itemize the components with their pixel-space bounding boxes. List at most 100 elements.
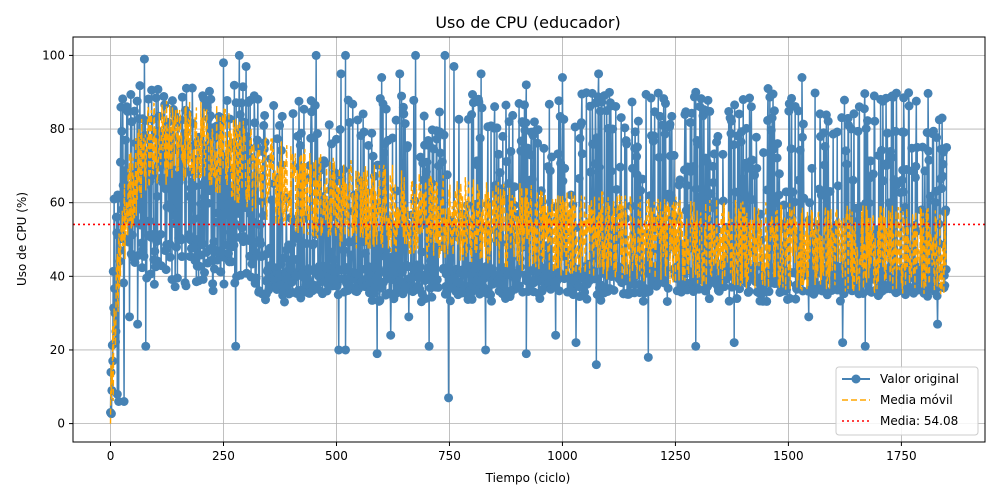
data-point	[476, 69, 486, 79]
data-point	[810, 88, 820, 98]
data-point	[825, 186, 835, 196]
data-point	[923, 88, 933, 98]
data-point	[494, 149, 504, 159]
data-point	[112, 389, 122, 399]
x-tick-label: 1750	[886, 449, 917, 463]
data-point	[582, 294, 592, 304]
data-point	[291, 255, 301, 265]
data-point	[746, 102, 756, 112]
data-point	[870, 116, 880, 126]
data-point	[506, 146, 516, 156]
data-point	[426, 256, 436, 266]
data-point	[119, 397, 129, 406]
data-point	[887, 152, 897, 162]
data-point	[594, 69, 604, 79]
data-point	[223, 248, 233, 258]
data-point	[853, 126, 863, 136]
data-point	[592, 133, 602, 143]
data-point	[797, 132, 807, 142]
data-point	[630, 127, 640, 137]
data-point	[177, 92, 187, 102]
y-tick-label: 100	[42, 48, 65, 62]
data-point	[703, 95, 713, 105]
data-point	[663, 283, 673, 293]
data-point	[660, 98, 670, 108]
data-point	[508, 110, 518, 120]
data-point	[124, 312, 134, 322]
data-point	[769, 106, 779, 116]
data-point	[347, 237, 357, 247]
data-point	[637, 174, 647, 184]
data-point	[860, 341, 870, 351]
legend-label-mean: Media: 54.08	[880, 414, 958, 428]
data-point	[231, 341, 241, 351]
data-point	[368, 151, 378, 161]
data-point	[135, 220, 145, 230]
data-point	[388, 133, 398, 143]
data-point	[200, 175, 210, 185]
data-point	[842, 159, 852, 169]
data-point	[187, 83, 197, 93]
data-point	[645, 191, 655, 201]
data-point	[898, 187, 908, 197]
data-point	[937, 113, 947, 123]
data-point	[127, 230, 137, 240]
data-point	[718, 196, 728, 206]
data-point	[467, 294, 477, 304]
data-point	[897, 175, 907, 185]
data-point	[691, 341, 701, 351]
data-point	[861, 124, 871, 134]
data-point	[665, 119, 675, 129]
data-point	[841, 146, 851, 156]
data-point	[632, 152, 642, 162]
data-point	[146, 269, 156, 279]
legend-label-original: Valor original	[880, 372, 959, 386]
data-point	[544, 99, 554, 109]
data-point	[108, 266, 118, 276]
data-point	[911, 161, 921, 171]
data-point	[554, 96, 564, 106]
data-point	[708, 161, 718, 171]
data-point	[238, 82, 248, 92]
data-point	[633, 116, 643, 126]
data-point	[627, 97, 637, 107]
data-point	[165, 239, 175, 249]
data-point	[132, 96, 142, 106]
data-point	[335, 124, 345, 134]
data-point	[498, 131, 508, 141]
data-point	[693, 139, 703, 149]
data-point	[287, 239, 297, 249]
data-point	[558, 176, 568, 186]
data-point	[111, 212, 121, 222]
data-point	[167, 96, 177, 106]
data-point	[375, 296, 385, 306]
data-point	[795, 145, 805, 155]
data-point	[924, 146, 934, 156]
data-point	[768, 89, 778, 99]
data-point	[126, 90, 136, 100]
data-point	[878, 176, 888, 186]
data-point	[218, 58, 228, 68]
data-point	[606, 166, 616, 176]
data-point	[747, 155, 757, 165]
data-point	[752, 163, 762, 173]
data-point	[181, 281, 191, 291]
data-point	[682, 180, 692, 190]
data-point	[726, 116, 736, 126]
data-point	[574, 174, 584, 184]
data-point	[788, 187, 798, 197]
data-point	[367, 295, 377, 305]
data-point	[299, 104, 309, 114]
data-point	[397, 267, 407, 277]
y-axis-label: Uso de CPU (%)	[15, 192, 29, 286]
data-point	[638, 296, 648, 306]
data-point	[170, 282, 180, 292]
data-point	[324, 120, 334, 130]
data-point	[339, 245, 349, 255]
data-point	[666, 190, 676, 200]
data-point	[169, 219, 179, 228]
data-point	[521, 349, 531, 359]
data-point	[252, 141, 262, 151]
data-point	[208, 286, 218, 296]
data-point	[329, 255, 339, 265]
